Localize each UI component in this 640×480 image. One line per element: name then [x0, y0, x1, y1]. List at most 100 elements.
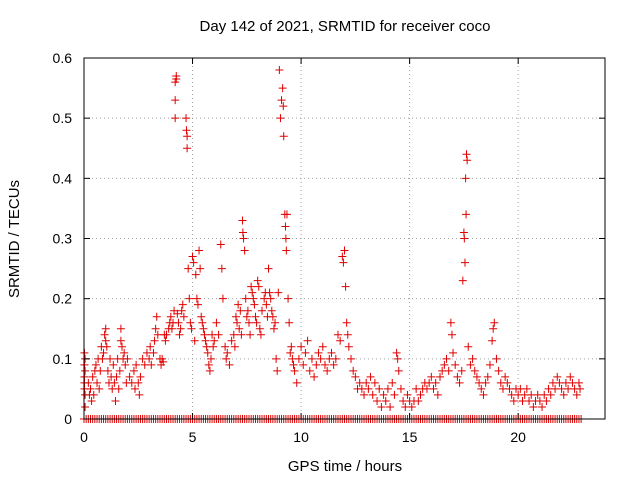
data-point	[273, 366, 282, 375]
data-point	[436, 372, 445, 381]
y-tick-label: 0.1	[53, 351, 73, 367]
data-point	[192, 294, 201, 303]
data-point	[490, 318, 499, 327]
data-point	[488, 336, 497, 345]
data-point	[86, 384, 95, 393]
data-point	[416, 390, 425, 399]
data-point	[214, 330, 223, 339]
data-point	[246, 330, 255, 339]
data-point	[184, 264, 193, 273]
data-point	[231, 312, 240, 321]
data-point	[239, 234, 248, 243]
data-point	[572, 390, 581, 399]
data-point	[248, 288, 257, 297]
data-point	[235, 324, 244, 333]
data-point	[101, 324, 110, 333]
data-point	[182, 114, 191, 123]
data-point	[268, 312, 277, 321]
data-point	[318, 342, 327, 351]
data-point	[464, 342, 473, 351]
data-point	[289, 360, 298, 369]
data-point	[339, 258, 348, 267]
data-point	[210, 336, 219, 345]
data-point	[285, 318, 294, 327]
data-point	[301, 348, 310, 357]
data-point	[307, 354, 316, 363]
data-point	[375, 384, 384, 393]
data-point	[205, 366, 214, 375]
data-point	[189, 258, 198, 267]
data-point	[161, 336, 170, 345]
data-point	[393, 354, 402, 363]
grid-lines	[84, 58, 605, 419]
data-point	[279, 132, 288, 141]
data-point	[247, 282, 256, 291]
data-point	[98, 354, 107, 363]
data-point	[529, 402, 538, 411]
data-point	[101, 336, 110, 345]
data-point	[240, 246, 249, 255]
data-point	[470, 366, 479, 375]
data-point	[323, 366, 332, 375]
data-point	[250, 300, 259, 309]
data-point	[489, 324, 498, 333]
data-point	[314, 348, 323, 357]
x-tick-label: 10	[293, 429, 309, 445]
data-point	[509, 396, 518, 405]
data-point	[183, 132, 192, 141]
data-point	[463, 156, 472, 165]
data-point	[241, 294, 250, 303]
data-point	[433, 390, 442, 399]
data-point	[327, 348, 336, 357]
data-point	[218, 294, 227, 303]
data-point	[106, 354, 115, 363]
data-point	[152, 312, 161, 321]
data-point	[185, 294, 194, 303]
data-point	[171, 96, 180, 105]
data-point	[195, 246, 204, 255]
data-point	[472, 372, 481, 381]
data-point	[174, 318, 183, 327]
x-tick-label: 5	[189, 429, 197, 445]
data-point	[366, 372, 375, 381]
data-point	[576, 384, 585, 393]
data-point	[99, 348, 108, 357]
data-point	[481, 378, 490, 387]
data-point	[162, 330, 171, 339]
data-point	[109, 360, 118, 369]
data-point	[159, 357, 168, 366]
data-point	[340, 246, 349, 255]
data-point	[279, 102, 288, 111]
data-point	[147, 360, 156, 369]
data-point	[282, 246, 291, 255]
data-point	[131, 384, 140, 393]
data-point	[178, 300, 187, 309]
data-point	[272, 354, 281, 363]
data-point	[182, 126, 191, 135]
data-point	[281, 222, 290, 231]
data-point	[223, 348, 232, 357]
data-point	[303, 336, 312, 345]
data-point	[111, 396, 120, 405]
data-point	[341, 282, 350, 291]
data-point	[492, 354, 501, 363]
data-point	[255, 324, 264, 333]
y-tick-label: 0.6	[53, 50, 73, 66]
data-point	[479, 390, 488, 399]
data-point	[167, 324, 176, 333]
data-point	[396, 384, 405, 393]
data-point	[186, 318, 195, 327]
data-point	[269, 324, 278, 333]
data-point	[338, 252, 347, 261]
data-point	[188, 252, 197, 261]
data-point	[150, 336, 159, 345]
data-point	[333, 330, 342, 339]
data-point	[444, 366, 453, 375]
x-tick-label: 15	[402, 429, 418, 445]
data-point	[135, 390, 144, 399]
data-point	[175, 330, 184, 339]
data-point	[115, 366, 124, 375]
data-point	[229, 330, 238, 339]
data-point	[360, 390, 369, 399]
